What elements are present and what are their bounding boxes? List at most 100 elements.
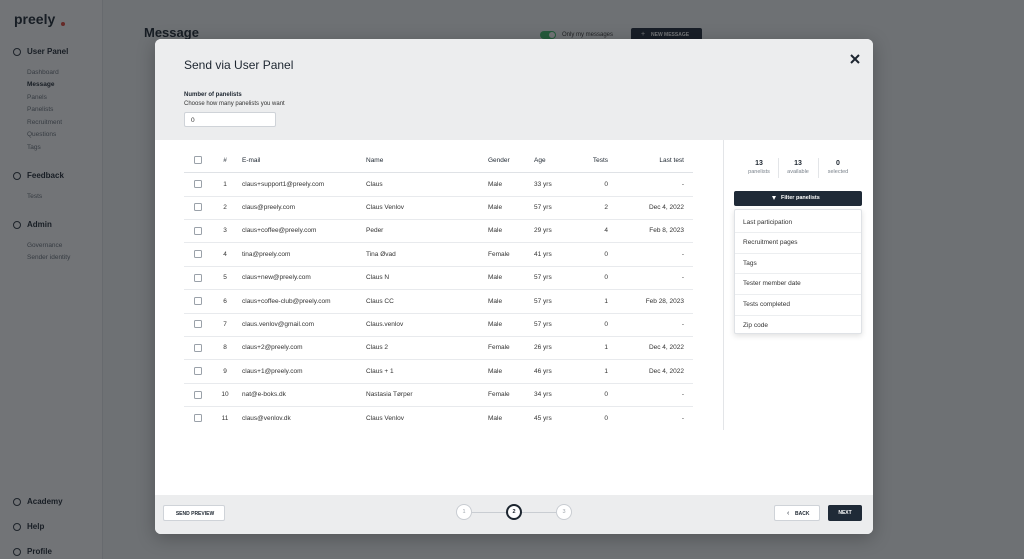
next-button[interactable]: NEXT [828, 505, 862, 521]
filter-option[interactable]: Tester member date [743, 280, 801, 288]
stat-divider [818, 158, 819, 178]
send-preview-button[interactable]: SEND PREVIEW [163, 505, 225, 521]
table-cell: Male [488, 297, 503, 305]
step: 2 [506, 504, 522, 520]
row-rule [184, 406, 693, 408]
filter-option[interactable]: Tests completed [743, 300, 790, 308]
stat-divider [778, 158, 779, 178]
checkbox[interactable] [194, 297, 202, 305]
step-number: 2 [512, 508, 516, 515]
filter-option[interactable]: Tags [743, 259, 757, 267]
stat-value: 13 [794, 160, 802, 167]
table-cell: 33 yrs [534, 180, 552, 188]
divider [723, 140, 724, 430]
row-rule [184, 218, 693, 220]
table-cell: 10 [221, 391, 229, 399]
table-cell: 3 [223, 227, 227, 235]
table-cell: 41 yrs [534, 250, 552, 258]
modal-title: Send via User Panel [184, 58, 294, 72]
checkbox[interactable] [194, 250, 202, 259]
table-cell: Claus Venlov [366, 203, 404, 211]
filter-option[interactable]: Last participation [743, 218, 793, 226]
table-cell: Dec 4, 2022 [648, 344, 684, 352]
table-cell: Male [488, 227, 503, 235]
table-cell: - [681, 391, 684, 399]
stat-label: selected [827, 168, 849, 175]
table-cell: 8 [223, 344, 227, 352]
stat-label: panelists [748, 168, 770, 175]
table-cell: 57 yrs [534, 203, 552, 211]
table-cell: claus+coffee@preely.com [242, 227, 317, 235]
table-cell: claus+1@preely.com [242, 367, 303, 375]
checkbox[interactable] [194, 273, 202, 282]
filter-dropdown: Last participation Recruitment pages Tags T… [734, 209, 862, 334]
checkbox[interactable] [194, 343, 202, 352]
table-header: Name [366, 156, 384, 164]
checkbox[interactable] [194, 367, 202, 376]
table-cell: 2 [604, 203, 608, 211]
close-button[interactable] [849, 52, 861, 64]
stat-value: 13 [755, 160, 763, 167]
table-cell: Claus 2 [366, 344, 389, 352]
table-cell: claus+new@preely.com [242, 274, 311, 282]
table-cell: - [681, 414, 684, 422]
filter-icon [772, 196, 776, 200]
checkbox[interactable] [194, 414, 202, 422]
table-cell: 0 [604, 320, 608, 328]
table-cell: Male [488, 320, 503, 328]
table-cell: 1 [604, 344, 608, 352]
table-cell: Claus.venlov [366, 320, 404, 328]
table-cell: - [681, 250, 684, 258]
table-cell: Nastasia Tørper [366, 391, 413, 399]
table-header: Gender [488, 156, 510, 164]
table-cell: Female [488, 344, 510, 352]
count-label: Number of panelists [184, 92, 242, 98]
table-cell: 46 yrs [534, 367, 552, 375]
table-header: Tests [592, 156, 608, 164]
table-cell: claus.venlov@gmail.com [242, 320, 314, 328]
row-rule [184, 312, 693, 314]
count-value: 0 [191, 116, 195, 124]
filter-button[interactable]: Filter panelists [734, 191, 862, 206]
checkbox[interactable] [194, 320, 202, 329]
stat-value: 0 [836, 160, 840, 167]
checkbox[interactable] [194, 203, 202, 212]
filter-option[interactable]: Recruitment pages [743, 239, 798, 247]
table-cell: Claus Venlov [366, 414, 404, 422]
table-cell: 2 [223, 203, 227, 211]
back-button[interactable]: ‹ BACK [774, 505, 820, 521]
next-label: NEXT [838, 510, 852, 516]
count-input[interactable]: 0 [184, 112, 276, 127]
step: 1 [456, 504, 472, 520]
option-rule [735, 293, 861, 295]
checkbox[interactable] [194, 156, 202, 164]
table-cell: 1 [604, 297, 608, 305]
filter-option[interactable]: Zip code [743, 321, 768, 329]
row-rule [184, 195, 693, 197]
table-cell: 45 yrs [534, 414, 552, 422]
table-cell: 7 [223, 320, 227, 328]
checkbox[interactable] [194, 226, 202, 235]
table-cell: claus+2@preely.com [242, 344, 303, 352]
table-cell: 29 yrs [534, 227, 552, 235]
table-cell: Male [488, 203, 503, 211]
table-cell: Female [488, 250, 510, 258]
table-cell: Male [488, 367, 503, 375]
option-rule [735, 232, 861, 234]
table-cell: Claus [366, 180, 383, 188]
table-cell: 1 [223, 180, 227, 188]
table-cell: 4 [604, 227, 608, 235]
option-rule [735, 314, 861, 316]
table-cell: - [681, 180, 684, 188]
checkbox[interactable] [194, 180, 202, 188]
row-rule [184, 265, 693, 267]
table-cell: Feb 8, 2023 [649, 227, 684, 235]
row-rule [184, 382, 693, 384]
table-cell: nat@e-boks.dk [242, 391, 286, 399]
table-cell: - [681, 320, 684, 328]
checkbox[interactable] [194, 390, 202, 399]
table-cell: Claus N [366, 274, 390, 282]
stat-label: available [787, 168, 809, 175]
step-number: 1 [462, 508, 466, 515]
